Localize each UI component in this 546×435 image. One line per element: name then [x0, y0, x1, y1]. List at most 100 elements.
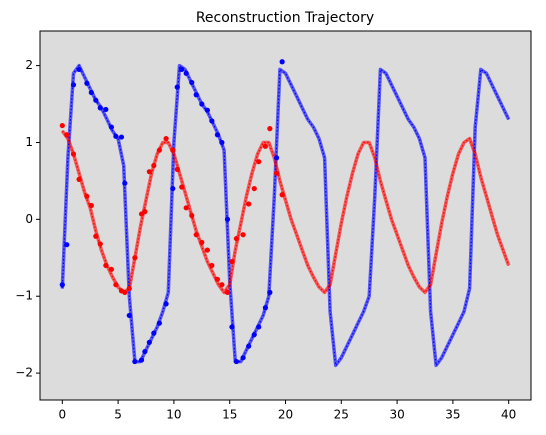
observation-point [174, 166, 180, 172]
observation-point [267, 289, 273, 295]
x-tick-label: 10 [166, 408, 181, 422]
observation-point [113, 282, 119, 288]
x-tick-label: 30 [389, 408, 404, 422]
observation-point [214, 132, 221, 138]
observation-point [59, 122, 65, 129]
observation-point [256, 159, 262, 165]
observation-point [199, 239, 205, 246]
observation-point [132, 358, 138, 365]
observation-point [163, 301, 169, 307]
observation-point [183, 70, 189, 76]
observation-point [233, 358, 239, 365]
y-tick-label: 1 [25, 135, 33, 149]
observation-point [262, 143, 269, 149]
observation-point [118, 134, 125, 140]
observation-point [151, 330, 157, 336]
observation-point [70, 151, 77, 157]
observation-point [267, 126, 273, 132]
y-tick-label: −1 [15, 289, 33, 303]
x-tick-label: 15 [222, 408, 237, 422]
observation-point [240, 232, 246, 238]
observation-point [209, 262, 215, 269]
plot-area [40, 31, 531, 400]
observation-point [233, 235, 239, 242]
x-tick-label: 25 [334, 408, 349, 422]
observation-point [76, 176, 82, 182]
observation-point [174, 84, 180, 90]
x-tick-label: 0 [58, 408, 66, 422]
observation-point [273, 155, 280, 161]
observation-point [183, 205, 189, 211]
observation-point [103, 106, 109, 113]
observation-point [138, 357, 145, 363]
observation-point [103, 262, 109, 269]
observation-point [64, 132, 70, 138]
observation-point [97, 105, 103, 111]
observation-point [193, 92, 199, 98]
observation-point [251, 185, 257, 192]
axes-frame [39, 30, 532, 401]
observation-point [113, 133, 119, 139]
observation-point [97, 241, 103, 247]
observation-point [156, 147, 163, 153]
observation-point [163, 136, 169, 142]
observation-point [219, 282, 225, 288]
observation-point [132, 255, 138, 261]
observation-point [273, 170, 280, 176]
observation-point [240, 355, 246, 361]
observation-point [224, 289, 231, 295]
observation-point [179, 66, 185, 73]
observation-point [142, 348, 148, 355]
observation-point [229, 324, 235, 330]
observation-point [229, 259, 235, 265]
observation-point [146, 169, 152, 175]
observation-point [122, 180, 128, 186]
observation-point [108, 266, 115, 272]
observation-point [204, 107, 210, 113]
observation-point [122, 289, 128, 295]
observation-point [279, 59, 285, 65]
observation-point [64, 242, 70, 248]
observation-point [199, 101, 205, 107]
x-tick-label: 40 [501, 408, 516, 422]
observation-point [126, 285, 132, 292]
observation-point [70, 82, 77, 88]
observation-point [219, 139, 225, 146]
observation-point [84, 80, 90, 86]
observation-point [256, 324, 262, 330]
observation-point [179, 184, 185, 190]
observation-point [156, 320, 163, 326]
x-tick-label: 35 [445, 408, 460, 422]
x-tick-label: 5 [114, 408, 122, 422]
observation-point [246, 343, 252, 349]
y-tick-label: 0 [25, 212, 33, 226]
observation-point [59, 282, 65, 288]
observation-point [93, 233, 99, 239]
observation-point [108, 124, 115, 130]
observation-point [204, 247, 210, 253]
observation-point [214, 276, 221, 282]
observation-point [224, 216, 231, 222]
observation-point [279, 192, 285, 198]
observation-point [189, 79, 195, 86]
observation-point [189, 212, 195, 219]
trajectory-dotted [61, 130, 510, 294]
chart-title: Reconstruction Trajectory [196, 10, 374, 26]
observation-point [170, 185, 176, 192]
observation-point [251, 332, 257, 338]
observation-point [88, 89, 94, 96]
observation-point [142, 209, 148, 215]
observation-point [151, 162, 157, 169]
observation-point [246, 201, 252, 207]
y-tick-label: −2 [15, 366, 33, 380]
observation-point [84, 193, 90, 199]
y-tick-label: 2 [25, 58, 33, 72]
observation-point [262, 305, 269, 311]
observation-point [193, 232, 199, 238]
observation-point [76, 66, 82, 73]
observation-point [146, 339, 152, 345]
observation-point [93, 97, 99, 103]
x-tick-label: 20 [278, 408, 293, 422]
observation-point [126, 312, 132, 319]
